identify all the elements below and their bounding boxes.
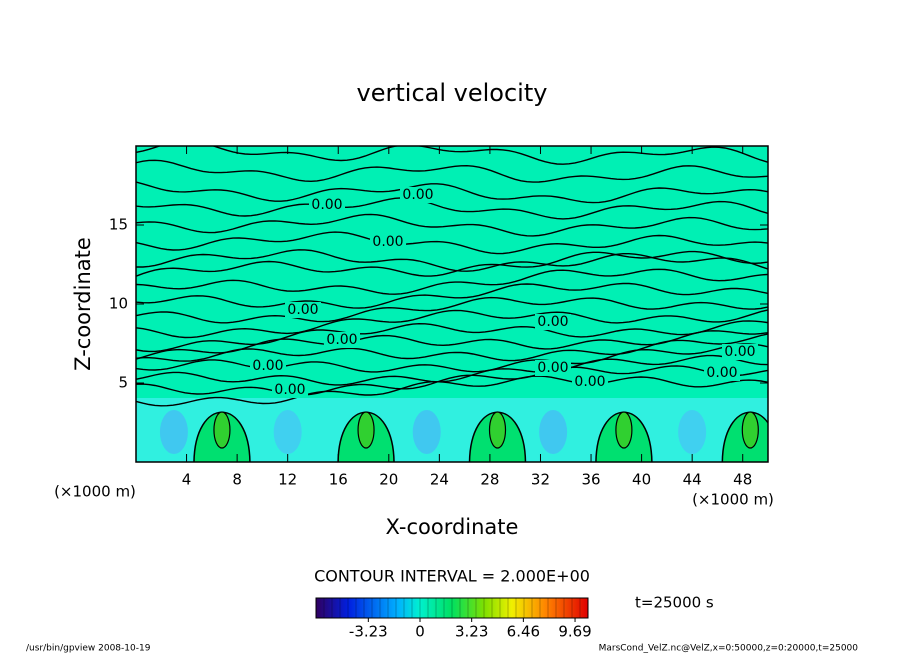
contour-line (136, 282, 768, 309)
contour-label-bg (722, 344, 758, 360)
y-tick-label: 5 (118, 374, 128, 392)
colorbar-tick-label: 0 (415, 623, 425, 641)
updraft-core (741, 411, 759, 449)
contour-line (136, 213, 768, 237)
x-tick-label: 24 (430, 471, 449, 489)
x-tick-label: 44 (683, 471, 702, 489)
contour-label: 0.00 (252, 358, 283, 374)
colorbar (315, 597, 589, 619)
updraft-blue (678, 410, 707, 454)
contour-line (136, 268, 768, 295)
contour-line (136, 320, 768, 353)
contour-label: 0.00 (724, 344, 755, 360)
contour-line (136, 296, 768, 324)
field: 0.00 0.00 0.00 0.00 0.00 0.00 0.00 0.00 0.00 0.00… (136, 146, 768, 462)
chart-title: vertical velocity (357, 79, 548, 107)
updraft-core (615, 411, 633, 449)
updraft-blue (412, 410, 441, 454)
contour-line (136, 159, 768, 183)
contour-label-bg (324, 332, 360, 348)
contour-line (136, 197, 768, 220)
contour-line (136, 231, 768, 255)
contour-line (136, 250, 768, 277)
contour-label: 0.00 (311, 197, 342, 213)
x-tick-label: 12 (278, 471, 297, 489)
contour-label: 0.00 (287, 302, 318, 318)
x-tick-label: 8 (232, 471, 242, 489)
contour-label-bg (535, 314, 571, 330)
x-unit-label: (×1000 m) (54, 483, 136, 501)
x-tick-label: 4 (182, 471, 192, 489)
colorbar-tick-label: 6.46 (507, 623, 540, 641)
updraft-core (357, 411, 375, 449)
x-tick-label: 40 (632, 471, 651, 489)
x-axis-label: X-coordinate (386, 515, 519, 539)
contour-label-bg (370, 234, 406, 250)
contour-label: 0.00 (402, 187, 433, 203)
colorbar-tick-label: 3.23 (455, 623, 488, 641)
x-tick-label: 36 (581, 471, 600, 489)
colorbar-tick-label: -3.23 (349, 623, 388, 641)
y-tick-label: 10 (109, 295, 128, 313)
contour-label-bg (535, 360, 571, 376)
contour-label-bg (400, 187, 436, 203)
updraft-core (488, 411, 507, 449)
x-tick-label: 48 (733, 471, 752, 489)
contour-label: 0.00 (537, 314, 568, 330)
contour-label: 0.00 (574, 374, 605, 390)
contour-label: 0.00 (274, 382, 305, 398)
x-tick-label: 20 (379, 471, 398, 489)
updraft-blue (159, 410, 188, 454)
contour-label: 0.00 (372, 234, 403, 250)
contour-label-bg (285, 302, 321, 318)
contour-line (136, 249, 768, 272)
contour-label-bg (309, 197, 345, 213)
contour-line (136, 365, 768, 396)
contour-label: 0.00 (537, 360, 568, 376)
updraft-blue (273, 410, 302, 454)
contour-label-bg (704, 365, 740, 381)
contour-line (136, 333, 768, 362)
x-tick-label: 28 (480, 471, 499, 489)
y-axis-label: Z-coordinate (71, 237, 95, 371)
x-unit-label: (×1000 m) (692, 491, 774, 509)
contour-label: 0.00 (706, 365, 737, 381)
x-tick-label: 16 (329, 471, 348, 489)
updraft-blue (539, 410, 568, 454)
contour-line (136, 309, 768, 339)
contour-label-bg (250, 358, 286, 374)
contour-line (136, 181, 768, 204)
contour-interval: CONTOUR INTERVAL = 2.000E+00 (314, 567, 590, 586)
contour-line (136, 375, 768, 407)
contour-label: 0.00 (326, 332, 357, 348)
footer-right: MarsCond_VelZ.nc@VelZ,x=0:50000,z=0:2000… (599, 644, 859, 654)
footer-left: /usr/bin/gpview 2008-10-19 (26, 644, 151, 654)
contour-line (136, 146, 768, 165)
contour-label-bg (272, 382, 308, 398)
colorbar-tick-label: 9.69 (558, 623, 591, 641)
y-tick-label: 15 (109, 216, 128, 234)
contour-line (136, 354, 768, 386)
contour-label-bg (572, 374, 608, 390)
time-label: t=25000 s (635, 594, 714, 612)
updraft-core (213, 411, 231, 449)
x-tick-label: 32 (531, 471, 550, 489)
contour-line (136, 343, 768, 373)
